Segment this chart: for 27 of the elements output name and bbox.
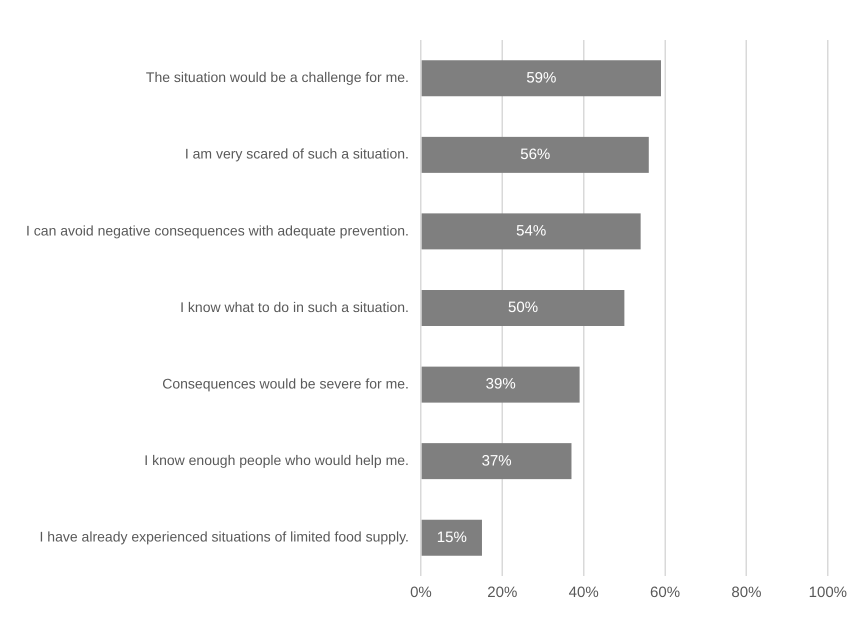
bar bbox=[422, 136, 649, 173]
bar bbox=[422, 520, 482, 556]
bar bbox=[422, 366, 580, 403]
data-label: 54% bbox=[516, 222, 546, 240]
data-label: 37% bbox=[482, 452, 512, 470]
y-tick-label: I know enough people who would help me. bbox=[144, 452, 409, 468]
y-tick-label: I have already experienced situations of limited food supply. bbox=[40, 528, 409, 545]
bar bbox=[422, 443, 572, 480]
x-tick-label: 100% bbox=[808, 584, 848, 602]
x-tick-label: 0% bbox=[410, 584, 432, 602]
bar bbox=[422, 290, 624, 326]
y-tick-label: The situation would be a challenge for me. bbox=[146, 69, 409, 86]
bar bbox=[422, 213, 641, 250]
y-tick-label: I am very scared of such a situation. bbox=[184, 146, 409, 162]
y-tick-label: Consequences would be severe for me. bbox=[162, 375, 409, 392]
y-tick-label: I can avoid negative consequences with adequate prevention. bbox=[26, 222, 409, 238]
x-tick-label: 40% bbox=[568, 584, 599, 602]
data-label: 59% bbox=[526, 69, 556, 86]
data-label: 56% bbox=[520, 146, 550, 163]
x-tick-label: 20% bbox=[487, 584, 518, 602]
data-label: 15% bbox=[436, 528, 467, 546]
x-tick-label: 60% bbox=[650, 584, 680, 602]
bar bbox=[422, 60, 661, 96]
data-label: 39% bbox=[486, 376, 516, 393]
data-label: 50% bbox=[508, 299, 538, 316]
x-tick-label: 80% bbox=[731, 584, 762, 602]
y-tick-label: I know what to do in such a situation. bbox=[180, 298, 409, 315]
